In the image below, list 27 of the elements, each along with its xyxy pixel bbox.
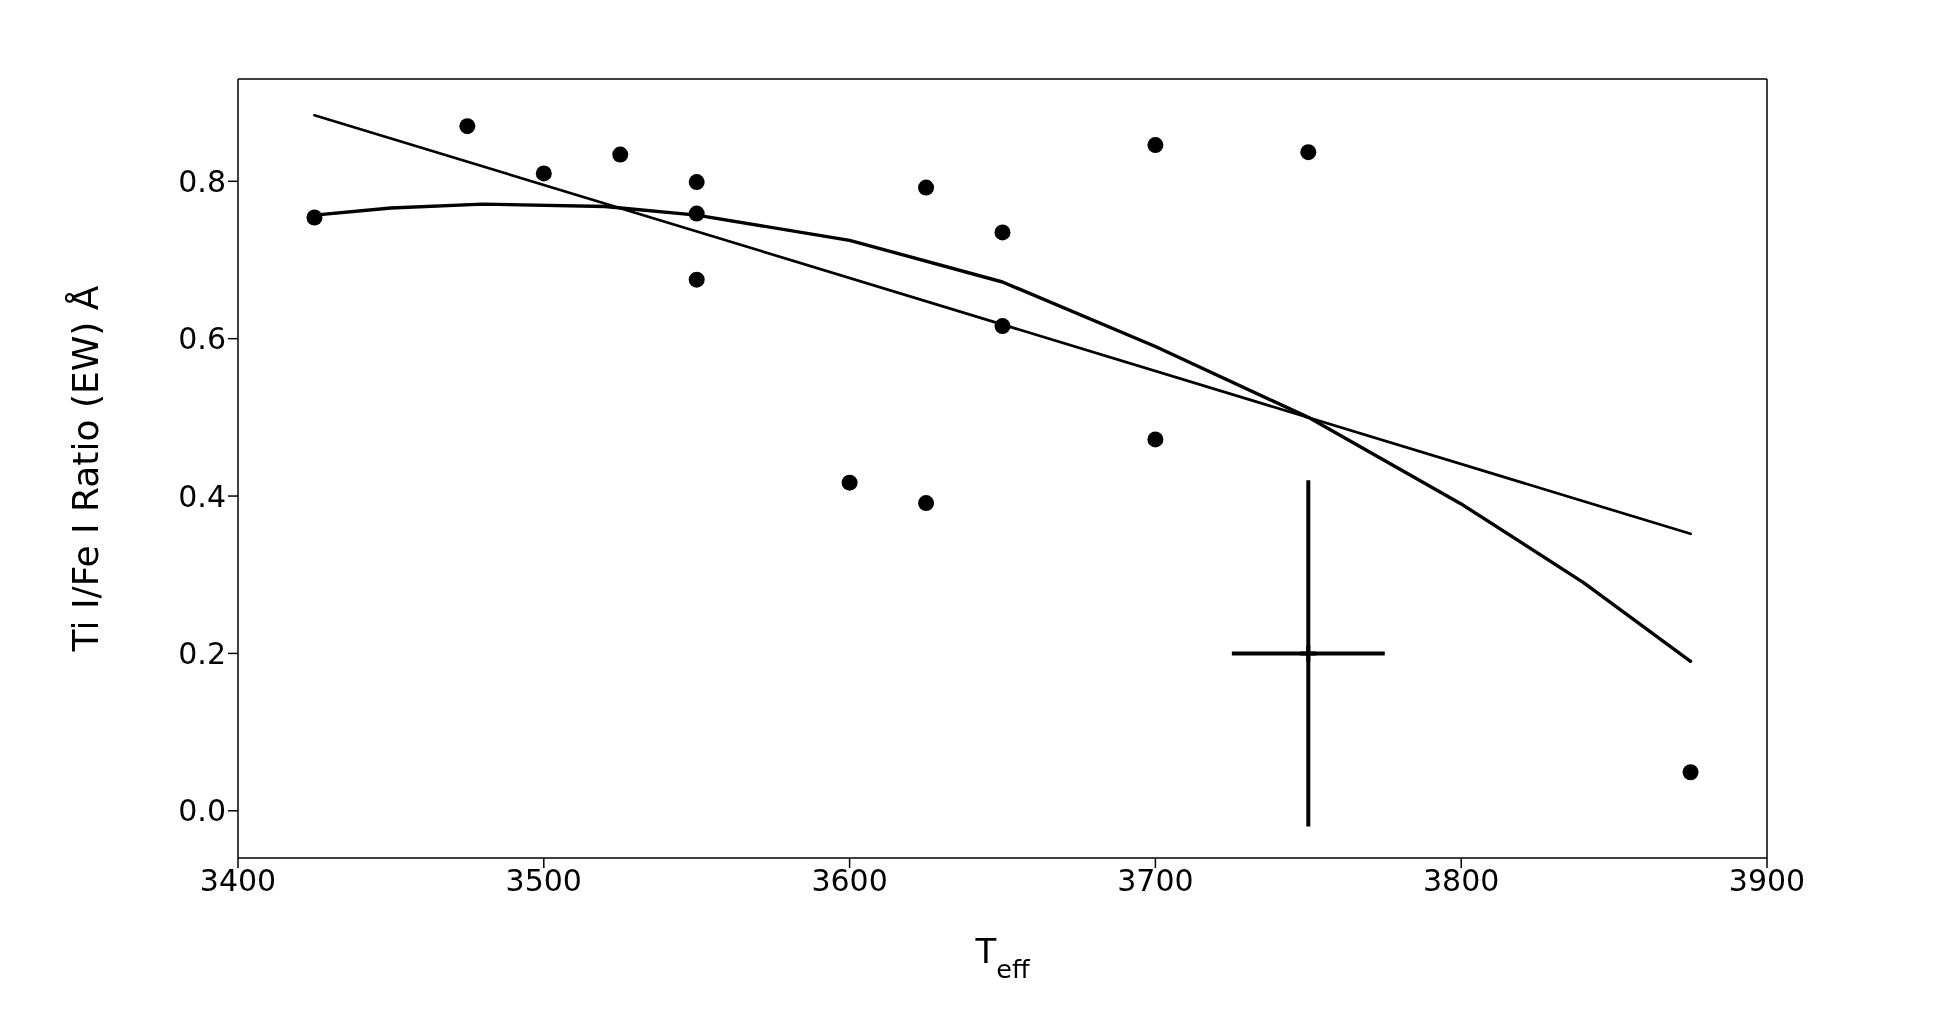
point: [994, 224, 1011, 241]
point: [918, 495, 935, 512]
point: [612, 146, 629, 163]
y-tick-label: 0.6: [178, 321, 226, 357]
point: [918, 179, 935, 196]
y-tick-label: 0.4: [178, 478, 226, 514]
y-tick-label: 0.2: [178, 636, 226, 672]
x-tick-label: 3400: [199, 863, 277, 899]
x-tick-label: 3800: [1423, 863, 1500, 899]
point: [688, 271, 705, 288]
x-axis-title: T$_{eff}$: [974, 931, 1031, 984]
point: [459, 118, 476, 135]
point: [535, 165, 552, 182]
point: [1147, 137, 1164, 154]
x-tick-label: 3500: [505, 863, 582, 899]
point: [1682, 764, 1699, 781]
x-tick-label: 3600: [811, 863, 888, 899]
x-tick-label: 3900: [1728, 863, 1806, 899]
x-tick-label: 3700: [1117, 863, 1194, 899]
point: [841, 474, 858, 491]
point: [1147, 431, 1164, 448]
y-tick-label: 0.8: [178, 163, 226, 199]
y-axis-title: Ti I/Fe I Ratio (EW) Å: [64, 285, 106, 653]
point: [1298, 643, 1319, 664]
point: [1300, 144, 1317, 161]
point: [688, 174, 705, 191]
y-tick-label: 0.0: [178, 793, 226, 829]
